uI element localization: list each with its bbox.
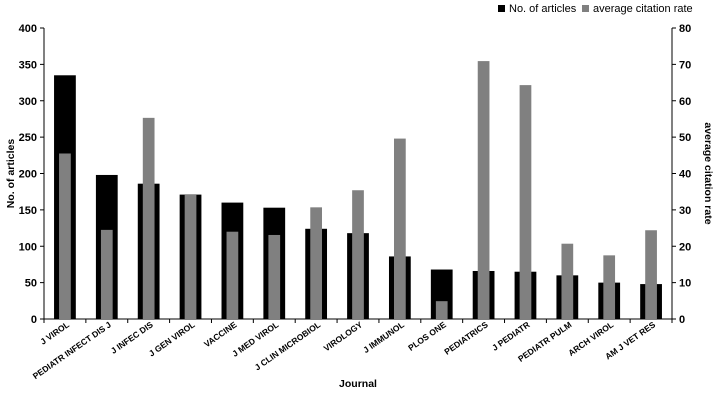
legend-swatch-citation-rate <box>582 5 589 12</box>
bar-citation-rate <box>645 230 657 319</box>
bar-citation-rate <box>100 229 113 319</box>
x-category-label: PEDIATR INFECT DIS J <box>31 319 113 381</box>
legend-label-citation-rate: average citation rate <box>593 3 693 15</box>
y2-tick-label: 60 <box>679 96 691 108</box>
x-category-label: J PEDIATR <box>490 319 532 352</box>
x-category-label: VIROLOGY <box>322 319 365 353</box>
bar-citation-rate <box>519 85 532 319</box>
legend-swatch-articles <box>498 5 505 12</box>
y-tick-label: 200 <box>19 169 37 181</box>
bar-citation-rate <box>435 301 448 319</box>
y-tick-label: 0 <box>31 314 37 326</box>
x-category-label: J IMMUNOL <box>361 319 406 355</box>
x-axis-title: Journal <box>339 378 377 390</box>
bar-citation-rate <box>226 231 239 319</box>
legend-label-articles: No. of articles <box>509 3 577 15</box>
y-tick-label: 100 <box>19 241 37 253</box>
y-tick-label: 50 <box>25 278 37 290</box>
y2-tick-label: 40 <box>679 169 691 181</box>
y2-tick-label: 80 <box>679 23 691 35</box>
bar-citation-rate <box>477 61 490 319</box>
y-tick-label: 400 <box>19 23 37 35</box>
y2-tick-label: 30 <box>679 205 691 217</box>
bar-citation-rate <box>352 190 364 319</box>
x-category-label: PEDIATRICS <box>442 319 490 357</box>
bar-citation-rate <box>59 153 71 319</box>
y2-tick-label: 0 <box>679 314 685 326</box>
bar-citation-rate <box>184 194 197 319</box>
y-tick-label: 350 <box>19 59 37 71</box>
bar-citation-rate <box>394 138 406 319</box>
bar-citation-rate <box>142 117 155 319</box>
y-tick-label: 300 <box>19 96 37 108</box>
y-axis-title: No. of articles <box>5 139 17 209</box>
y2-axis-title: average citation rate <box>702 122 714 224</box>
bar-citation-rate <box>268 234 281 319</box>
y-tick-label: 250 <box>19 132 37 144</box>
y2-tick-label: 20 <box>679 241 691 253</box>
y2-tick-label: 70 <box>679 59 691 71</box>
x-category-label: VACCINE <box>202 319 239 349</box>
bar-citation-rate <box>603 255 616 319</box>
bar-citation-rate <box>561 243 574 319</box>
x-category-label: J GEN VIROL <box>147 319 197 358</box>
y-tick-label: 150 <box>19 205 37 217</box>
y2-tick-label: 10 <box>679 278 691 290</box>
bar-citation-rate <box>310 207 322 319</box>
y2-tick-label: 50 <box>679 132 691 144</box>
x-category-label: J VIROL <box>38 319 71 346</box>
